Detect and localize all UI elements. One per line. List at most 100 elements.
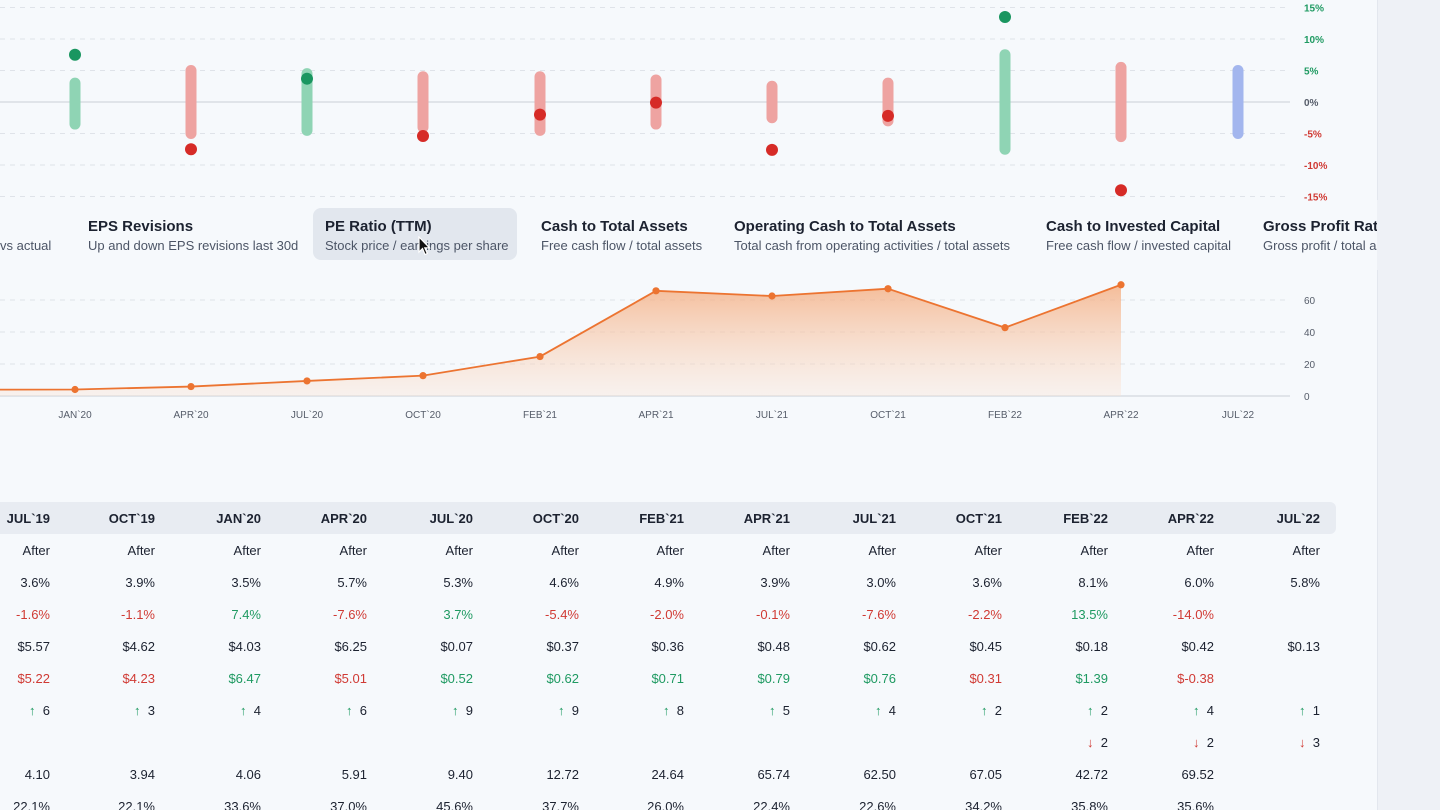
column-header[interactable]: FEB`21: [639, 511, 684, 526]
column-header[interactable]: JUL`19: [6, 511, 50, 526]
table-cell: After: [1292, 543, 1320, 558]
revision-count: 9: [571, 703, 579, 718]
table-cell: 35.8%: [1071, 799, 1108, 810]
metric-tab[interactable]: vs actual: [0, 208, 68, 260]
actual-dot: [650, 96, 662, 109]
y-tick-label: -10%: [1304, 161, 1327, 172]
right-panel-overlap: [1377, 200, 1440, 270]
table-cell: $0.42: [1181, 639, 1214, 654]
table-cell: $0.71: [651, 671, 684, 686]
arrow-up-icon: ↑: [1087, 703, 1094, 718]
column-header[interactable]: JUL`20: [429, 511, 473, 526]
table-cell: 33.6%: [224, 799, 261, 810]
area-fill: [0, 284, 1121, 396]
arrow-down-icon: ↓: [1087, 735, 1094, 750]
arrow-up-icon: ↑: [769, 703, 776, 718]
table-cell: $0.18: [1075, 639, 1108, 654]
table-cell: $4.03: [228, 639, 261, 654]
table-cell: 22.1%: [118, 799, 155, 810]
metric-tab[interactable]: Cash to Invested Capital Free cash flow /…: [1034, 208, 1244, 260]
y-tick-label: 0: [1304, 392, 1310, 403]
table-cell: 35.6%: [1177, 799, 1214, 810]
column-header[interactable]: APR`21: [743, 511, 790, 526]
actual-dot: [882, 109, 894, 122]
y-tick-label: 5%: [1304, 67, 1319, 78]
column-header[interactable]: JUL`22: [1276, 511, 1320, 526]
data-point: [303, 377, 311, 385]
revision-count: 4: [888, 703, 896, 718]
table-cell: ↑ 2: [922, 703, 1002, 718]
table-cell: 8.1%: [1078, 575, 1108, 590]
table-cell: 22.6%: [859, 799, 896, 810]
table-cell: $4.23: [122, 671, 155, 686]
arrow-up-icon: ↑: [29, 703, 36, 718]
column-header[interactable]: OCT`21: [955, 511, 1002, 526]
table-cell: $0.31: [969, 671, 1002, 686]
revision-count: 3: [1312, 735, 1320, 750]
actual-dot: [301, 72, 313, 85]
table-cell: ↑ 6: [287, 703, 367, 718]
metric-tab[interactable]: EPS Revisions Up and down EPS revisions l…: [76, 208, 306, 260]
data-point: [536, 352, 544, 361]
table-cell: 65.74: [757, 767, 790, 782]
arrow-up-icon: ↑: [452, 703, 459, 718]
x-tick-label: JUL`20: [291, 409, 324, 421]
column-header[interactable]: JUL`21: [852, 511, 896, 526]
column-header[interactable]: OCT`19: [108, 511, 155, 526]
table-cell: -7.6%: [862, 607, 896, 622]
right-scroll-panel: [1377, 0, 1440, 810]
column-header[interactable]: APR`20: [320, 511, 367, 526]
table-cell: 3.0%: [866, 575, 896, 590]
mouse-cursor-icon: [418, 235, 432, 261]
metric-tab-title: Operating Cash to Total Assets: [734, 218, 956, 235]
x-tick-label: APR`21: [638, 409, 673, 421]
table-cell: After: [974, 543, 1002, 558]
table-cell: ↑ 2: [1028, 703, 1108, 718]
arrow-up-icon: ↑: [558, 703, 565, 718]
revision-count: 5: [782, 703, 790, 718]
table-cell: 3.5%: [231, 575, 261, 590]
table-cell: 24.64: [651, 767, 684, 782]
table-cell: $6.25: [334, 639, 367, 654]
table-cell: ↑ 6: [0, 703, 50, 718]
arrow-up-icon: ↑: [240, 703, 247, 718]
table-cell: 7.4%: [231, 607, 261, 622]
arrow-up-icon: ↑: [981, 703, 988, 718]
revision-count: 8: [676, 703, 684, 718]
metric-tab[interactable]: Cash to Total Assets Free cash flow / tot…: [529, 208, 715, 260]
table-cell: -2.2%: [968, 607, 1002, 622]
table-cell: -1.1%: [121, 607, 155, 622]
table-cell: $1.39: [1075, 671, 1108, 686]
table-cell: $5.22: [17, 671, 50, 686]
table-cell: $0.13: [1287, 639, 1320, 654]
revision-count: 6: [359, 703, 367, 718]
column-header[interactable]: APR`22: [1167, 511, 1214, 526]
table-cell: ↑ 4: [181, 703, 261, 718]
pe-ratio-chart: 60 40 20 0 JAN`20 APR`20 JUL`20 OCT`20 FEB`21 APR…: [0, 281, 1316, 421]
revision-count: 9: [465, 703, 473, 718]
column-header[interactable]: FEB`22: [1063, 511, 1108, 526]
metric-tab[interactable]: Operating Cash to Total Assets Total cash…: [722, 208, 1022, 260]
metric-tab-title: PE Ratio (TTM): [325, 218, 432, 235]
column-header[interactable]: JAN`20: [216, 511, 261, 526]
table-cell: ↓ 2: [1028, 735, 1108, 750]
arrow-up-icon: ↑: [875, 703, 882, 718]
y-tick-label: -15%: [1304, 193, 1327, 204]
y-tick-label: -5%: [1304, 130, 1322, 141]
table-cell: $5.57: [17, 639, 50, 654]
table-cell: $0.45: [969, 639, 1002, 654]
metric-tab[interactable]: PE Ratio (TTM) Stock price / earnings per…: [313, 208, 517, 260]
metric-tab-subtitle: Up and down EPS revisions last 30d: [88, 238, 299, 253]
table-cell: 5.91: [341, 767, 367, 782]
y-tick-label: 0%: [1304, 98, 1319, 109]
table-cell: 5.8%: [1290, 575, 1320, 590]
column-header[interactable]: OCT`20: [532, 511, 579, 526]
table-cell: -14.0%: [1172, 607, 1214, 622]
table-cell: $0.79: [757, 671, 790, 686]
data-point: [1001, 324, 1009, 332]
table-cell: After: [233, 543, 261, 558]
metric-tab-title: Gross Profit Ratio: [1263, 218, 1381, 235]
table-cell: $4.62: [122, 639, 155, 654]
table-cell: 3.94: [129, 767, 155, 782]
metric-tab[interactable]: Gross Profit Ratio Gross profit / total a…: [1251, 208, 1381, 260]
